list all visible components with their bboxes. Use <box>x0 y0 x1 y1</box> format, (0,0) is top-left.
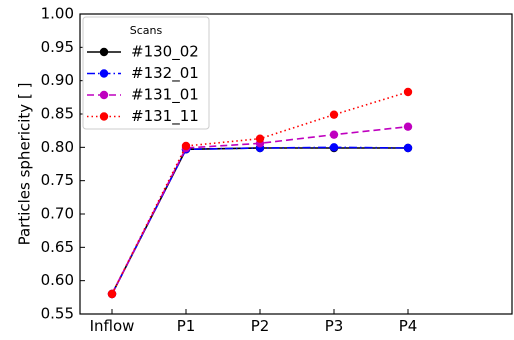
y-tick-label: 0.65 <box>41 238 74 256</box>
series-layer <box>107 87 413 299</box>
legend-entry: #130_02 <box>87 43 199 62</box>
data-point <box>181 141 191 151</box>
legend-entry: #131_11 <box>87 107 199 126</box>
y-axis-label: Particles sphericity [ ] <box>16 83 34 246</box>
x-tick-label: P1 <box>177 317 196 335</box>
y-tick-label: 0.80 <box>41 138 74 156</box>
series-0 <box>107 143 413 299</box>
y-tick-label: 0.90 <box>41 71 74 89</box>
data-point <box>329 130 339 139</box>
data-point <box>255 134 265 143</box>
x-tick-label: P2 <box>251 317 270 335</box>
series-line <box>111 146 409 295</box>
legend-entry: #131_01 <box>87 86 199 105</box>
legend-entry: #132_01 <box>87 64 199 83</box>
legend-swatch-marker <box>99 69 109 78</box>
legend-swatch-marker <box>99 47 109 57</box>
legend: Scans #130_02 #132_01 #131_01 #131_11 <box>82 16 210 130</box>
data-point <box>329 110 339 119</box>
series-1 <box>107 143 413 299</box>
x-tick-label: P4 <box>399 317 418 335</box>
series-line <box>111 147 408 295</box>
data-point <box>403 87 413 97</box>
plot-frame <box>79 13 513 315</box>
y-tick-label: 0.95 <box>41 38 74 56</box>
legend-title: Scans <box>130 24 163 37</box>
y-axis: 0.55 0.60 0.65 0.70 0.75 0.80 0.85 0.90 0.95 1.00 <box>41 5 85 323</box>
series-3 <box>107 87 413 299</box>
legend-box <box>82 16 210 130</box>
legend-swatch-marker <box>99 90 109 100</box>
y-tick-label: 0.85 <box>41 105 74 123</box>
y-tick-label: 0.60 <box>41 271 74 289</box>
legend-label: #132_01 <box>131 64 199 83</box>
data-point <box>329 143 339 152</box>
y-tick-label: 0.70 <box>41 205 74 223</box>
y-tick-label: 0.75 <box>41 171 74 189</box>
y-tick-label: 1.00 <box>41 5 74 23</box>
data-point <box>403 122 413 131</box>
legend-label: #130_02 <box>131 43 199 62</box>
data-point <box>107 289 117 299</box>
x-tick-label: P3 <box>325 317 344 335</box>
legend-label: #131_01 <box>131 86 199 105</box>
x-axis: Inflow P1 P2 P3 P4 <box>90 309 418 335</box>
data-point <box>403 143 413 153</box>
legend-swatch-marker <box>99 112 109 121</box>
y-tick-label: 0.55 <box>41 305 74 323</box>
legend-entries: #130_02 #132_01 #131_01 #131_11 <box>87 43 199 126</box>
legend-label: #131_11 <box>131 107 199 126</box>
x-tick-label: Inflow <box>90 317 135 335</box>
